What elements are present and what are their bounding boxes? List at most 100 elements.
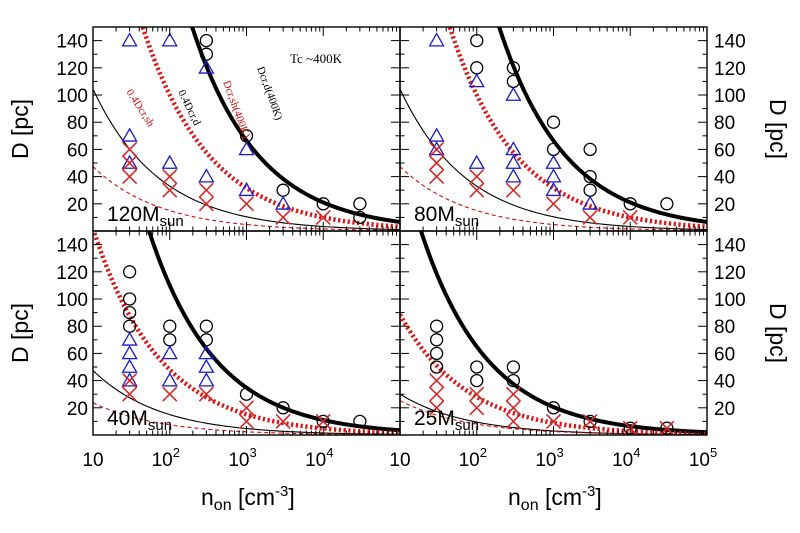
panel-4-cross-marker — [469, 400, 485, 416]
panel-4-cross-marker — [469, 386, 485, 402]
y-tick-label-right: 20 — [714, 195, 735, 216]
x-tick-label: 104 — [612, 445, 640, 471]
x-tick-label-base: 10 — [535, 450, 556, 471]
panel-4-circle-marker — [506, 373, 521, 388]
x-axis-title-main: n — [201, 484, 214, 510]
y-axis-title-right: D [pc] — [765, 303, 791, 363]
panel-1-label-main: 120M — [107, 203, 160, 226]
panel-1-triangle-marker — [121, 127, 138, 142]
x-tick-label-base: 10 — [228, 450, 249, 471]
panel-3-cross-marker — [238, 400, 255, 416]
panel-1-cross-marker — [275, 209, 291, 225]
tc-annotation: Tc ~400K — [290, 51, 343, 66]
x-tick-label-exponent: 3 — [556, 445, 563, 460]
panel-1-markers — [121, 32, 367, 225]
panel-2-circle-marker — [583, 142, 597, 157]
panel-4-frame — [399, 230, 708, 436]
y-tick-label-right: 40 — [714, 372, 735, 393]
x-tick-label-exponent: 4 — [633, 445, 640, 460]
y-tick-label-right: 100 — [714, 290, 746, 311]
panel-3-cross-marker — [275, 413, 291, 429]
panel-3-triangle-marker — [161, 372, 178, 387]
panel-4-circle-marker — [429, 333, 444, 347]
panel-2-triangle-marker — [468, 154, 485, 169]
panel-2-markers — [428, 32, 674, 225]
panel-1-cross-marker — [315, 209, 331, 225]
panel-4-cross-marker — [505, 386, 521, 402]
panel-2-curve-thick-black — [497, 27, 707, 224]
x-tick-label-base: 10 — [389, 450, 410, 471]
marker-layer — [121, 32, 675, 435]
panel-4-cross-marker — [429, 386, 445, 402]
panel-1-triangle-marker — [198, 59, 215, 74]
panel-4-curve-dotted-red — [400, 313, 707, 435]
panel-1-circle-marker — [353, 197, 367, 211]
panel-3-circle-marker — [163, 333, 177, 347]
panel-2-cross-marker — [469, 182, 485, 198]
y-tick-label-right: 60 — [714, 344, 735, 365]
y-tick-label-left: 20 — [67, 399, 88, 420]
curve-label-thick-black: Dcr,d(400K) — [254, 65, 285, 122]
panel-2-circle-marker — [583, 183, 597, 197]
panel-3-label-main: 40M — [107, 407, 148, 430]
x-tick-label-exponent: 2 — [173, 445, 180, 460]
y-tick-label-left: 120 — [56, 59, 88, 80]
y-tick-label-right: 80 — [714, 113, 735, 134]
y-tick-label-left: 20 — [67, 195, 88, 216]
panel-3-circle-marker — [239, 387, 254, 401]
panel-3-circle-marker — [199, 319, 214, 333]
panel-4-circle-marker — [546, 401, 561, 415]
panel-3-circle-marker — [353, 414, 367, 429]
x-axis-title-unit-close: ] — [595, 484, 601, 510]
x-tick-label-exponent: 4 — [326, 445, 333, 460]
x-tick-label-base: 10 — [612, 450, 633, 471]
panel-3-triangle-marker — [121, 372, 138, 387]
panel-2-circle-marker — [506, 61, 521, 75]
panel-3-circle-marker — [122, 305, 137, 320]
y-tick-label-right: 20 — [714, 399, 735, 420]
panel-3-frame — [92, 230, 401, 436]
y-tick-label-left: 40 — [67, 168, 88, 189]
y-tick-label-right: 140 — [714, 32, 746, 53]
y-tick-label-left: 100 — [56, 290, 88, 311]
panel-2-triangle-marker — [428, 32, 445, 47]
panel-1-circle-marker — [276, 183, 290, 197]
panel-2-triangle-marker — [545, 154, 562, 169]
panel-4-circle-marker — [470, 373, 484, 388]
y-axis-title-left: D [pc] — [7, 303, 33, 363]
x-tick-label: 104 — [305, 445, 333, 471]
panel-4-circle-marker — [429, 360, 444, 374]
panel-2-label-main: 80M — [414, 203, 455, 226]
panel-3-curve-thick-black — [146, 231, 400, 433]
x-tick-label: 10 — [389, 450, 410, 471]
y-tick-label-left: 60 — [67, 344, 88, 365]
y-tick-label-right: 100 — [714, 86, 746, 107]
panel-1-cross-marker — [198, 196, 214, 212]
panel-3-triangle-marker — [198, 358, 215, 373]
x-tick-label-base: 10 — [305, 450, 326, 471]
tick-layer — [92, 27, 708, 435]
x-tick-label-exponent: 2 — [480, 445, 487, 460]
x-tick-label: 103 — [535, 445, 563, 471]
panel-3-circle-marker — [276, 401, 290, 415]
y-tick-label-left: 60 — [67, 140, 88, 161]
panel-3-triangle-marker — [161, 345, 178, 360]
y-tick-label-left: 80 — [67, 317, 88, 338]
panel-2-cross-marker — [582, 209, 598, 225]
panel-2-circle-marker — [660, 197, 674, 211]
panel-1-curves — [93, 27, 400, 231]
panel-4-circle-marker — [429, 346, 444, 361]
x-tick-label: 10 — [82, 450, 103, 471]
panel-1-circle-marker — [353, 210, 367, 225]
panel-3-triangle-marker — [121, 345, 138, 360]
panel-2-triangle-marker — [545, 168, 562, 183]
panel-2-circle-marker — [546, 115, 561, 129]
curve-label-dashed-red: 0.4Dcr,sh — [123, 87, 156, 129]
panel-4-label: 25Msun — [414, 407, 479, 434]
panel-3-triangle-marker — [198, 345, 215, 360]
x-axis-title-sub: on — [521, 497, 539, 514]
panel-4-markers — [429, 319, 675, 435]
panel-1-label-sub: sun — [160, 213, 184, 230]
panel-1-triangle-marker — [198, 168, 215, 183]
panel-2-curves — [400, 27, 707, 231]
